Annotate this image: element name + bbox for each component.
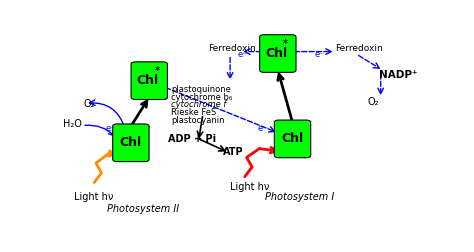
Text: Light hν: Light hν (74, 192, 113, 202)
Text: Ferredoxin: Ferredoxin (335, 44, 383, 53)
Text: plastocyanin: plastocyanin (171, 116, 225, 125)
Text: ATP: ATP (223, 146, 243, 156)
FancyBboxPatch shape (274, 120, 310, 158)
Text: Photosystem I: Photosystem I (265, 192, 334, 202)
Text: Chl: Chl (137, 74, 159, 87)
Text: ADP + Pi: ADP + Pi (168, 134, 216, 144)
Text: Photosystem II: Photosystem II (107, 204, 179, 214)
Text: cytochrome f: cytochrome f (171, 101, 227, 109)
FancyBboxPatch shape (131, 62, 167, 100)
Text: cytochrome b₆: cytochrome b₆ (171, 93, 233, 102)
Text: *: * (283, 39, 288, 49)
Text: O₂: O₂ (83, 99, 95, 109)
FancyBboxPatch shape (260, 35, 296, 72)
Text: Chl: Chl (265, 47, 287, 60)
Text: Light hν: Light hν (230, 182, 269, 193)
Text: H₂O: H₂O (63, 119, 82, 129)
FancyBboxPatch shape (113, 124, 149, 162)
Text: e⁻: e⁻ (258, 124, 267, 133)
Text: O₂: O₂ (368, 97, 379, 107)
Text: plastoquinone: plastoquinone (171, 85, 231, 94)
Text: Ferredoxin: Ferredoxin (208, 44, 256, 53)
Text: *: * (155, 67, 159, 76)
Text: Rieske FeS: Rieske FeS (171, 108, 217, 117)
Text: Chl: Chl (282, 132, 303, 145)
Text: Chl: Chl (120, 136, 142, 149)
Text: e⁻: e⁻ (105, 124, 115, 133)
Text: e⁻: e⁻ (237, 50, 247, 59)
Text: NADP⁺: NADP⁺ (379, 70, 417, 80)
Text: e⁻: e⁻ (315, 50, 324, 59)
